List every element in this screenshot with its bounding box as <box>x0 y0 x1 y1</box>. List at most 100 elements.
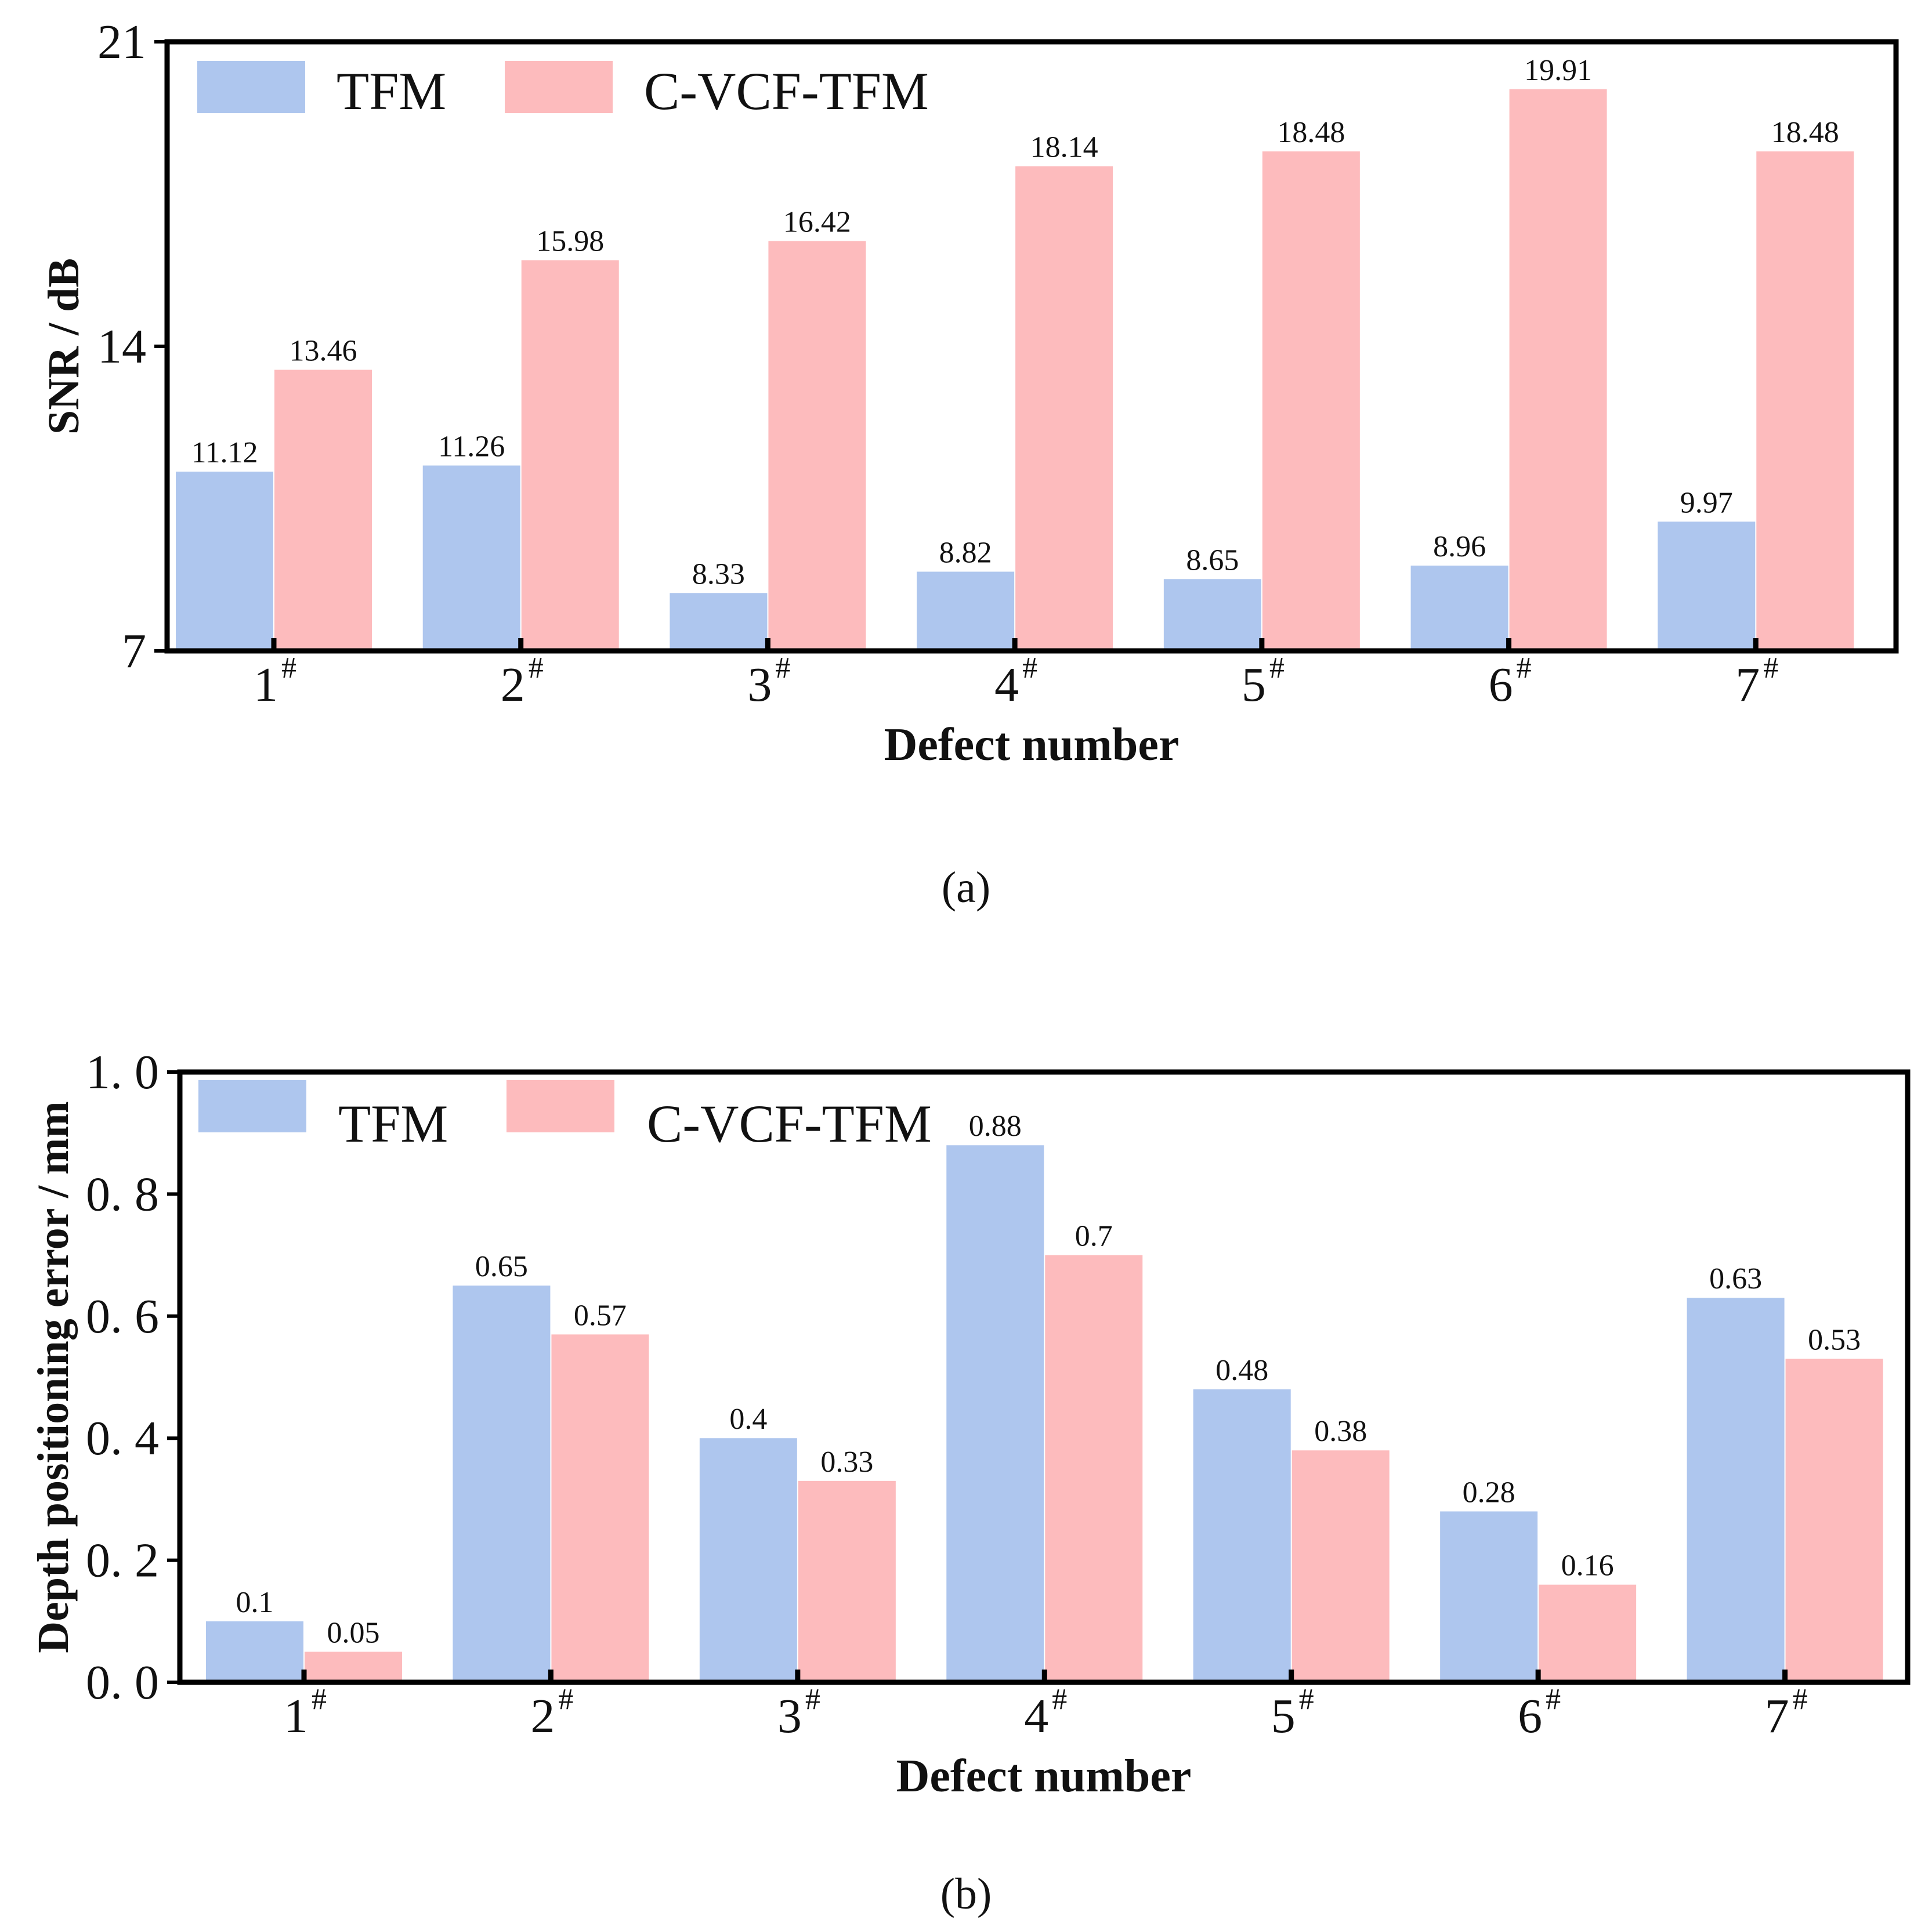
x-tick-superscript: # <box>558 1683 573 1716</box>
x-tick-label-6: 6 <box>1518 1689 1542 1743</box>
legend-label-tfm: TFM <box>338 1094 448 1153</box>
data-label-c-vcf-tfm-6: 19.91 <box>1524 54 1592 87</box>
bar-tfm-5 <box>1163 579 1261 651</box>
x-tick-superscript: # <box>805 1683 820 1716</box>
data-label-tfm-7: 9.97 <box>1680 486 1733 519</box>
data-label-c-vcf-tfm-6: 0.16 <box>1561 1549 1614 1583</box>
x-tick-label-5: 5 <box>1271 1689 1296 1743</box>
x-tick-label-1: 1 <box>254 658 278 712</box>
y-tick-label: 0. 2 <box>86 1534 159 1588</box>
bar-c-vcf-tfm-7 <box>1785 1359 1883 1682</box>
y-tick-label: 7 <box>122 624 146 678</box>
x-tick-label-5: 5 <box>1242 658 1266 712</box>
y-axis-title: SNR / dB <box>39 258 88 434</box>
bar-tfm-7 <box>1687 1298 1785 1682</box>
data-label-tfm-1: 0.1 <box>236 1586 274 1619</box>
data-label-c-vcf-tfm-1: 13.46 <box>290 335 357 368</box>
data-label-tfm-2: 11.26 <box>438 430 505 464</box>
chart-b: 0.1 0.65 0.4 0.88 0.48 0.28 0.63 0.05 0.57 0.33 0.… <box>29 1045 1911 1918</box>
bar-c-vcf-tfm-6 <box>1509 89 1607 651</box>
x-tick-label-4: 4 <box>1024 1689 1048 1743</box>
data-label-tfm-6: 8.96 <box>1433 530 1486 563</box>
y-tick-label: 21 <box>97 15 146 69</box>
x-tick-superscript: # <box>1546 1683 1561 1716</box>
x-tick-label-3: 3 <box>777 1689 802 1743</box>
bar-c-vcf-tfm-2 <box>521 260 619 651</box>
data-label-c-vcf-tfm-5: 18.48 <box>1277 116 1345 149</box>
data-label-c-vcf-tfm-7: 18.48 <box>1771 116 1839 149</box>
data-label-tfm-4: 0.88 <box>969 1110 1022 1143</box>
bar-c-vcf-tfm-7 <box>1756 151 1854 651</box>
bar-c-vcf-tfm-2 <box>551 1334 649 1682</box>
data-label-tfm-2: 0.65 <box>475 1250 528 1283</box>
x-tick-superscript: # <box>1517 651 1532 685</box>
bar-tfm-2 <box>422 465 520 651</box>
y-tick-label: 0. 6 <box>86 1290 159 1344</box>
bar-tfm-1 <box>206 1621 303 1682</box>
x-tick-superscript: # <box>281 651 296 685</box>
x-tick-label-4: 4 <box>994 658 1019 712</box>
bar-c-vcf-tfm-3 <box>798 1480 896 1682</box>
data-label-tfm-3: 0.4 <box>729 1403 767 1436</box>
bar-c-vcf-tfm-1 <box>305 1652 402 1682</box>
x-tick-label-7: 7 <box>1735 658 1760 712</box>
x-tick-label-6: 6 <box>1489 658 1513 712</box>
x-tick-superscript: # <box>529 651 544 685</box>
legend-label-tfm: TFM <box>337 61 446 121</box>
x-axis-title: Defect number <box>896 1751 1192 1802</box>
x-axis-title: Defect number <box>884 719 1180 770</box>
x-tick-label-1: 1 <box>284 1689 308 1743</box>
bar-c-vcf-tfm-4 <box>1015 166 1113 651</box>
legend-label-c-vcf-tfm: C-VCF-TFM <box>644 61 929 121</box>
bar-tfm-1 <box>176 472 273 651</box>
bar-tfm-7 <box>1658 522 1756 651</box>
chart-a: 11.12 11.26 8.33 8.82 8.65 8.96 9.97 13.46 15.98… <box>39 15 1899 912</box>
bar-c-vcf-tfm-4 <box>1045 1255 1143 1682</box>
data-label-c-vcf-tfm-1: 0.05 <box>327 1616 380 1649</box>
x-tick-superscript: # <box>1269 651 1285 685</box>
data-label-tfm-1: 11.12 <box>191 436 258 469</box>
legend-swatch-c-vcf-tfm <box>506 1080 614 1132</box>
bar-c-vcf-tfm-5 <box>1291 1450 1390 1682</box>
data-label-tfm-5: 8.65 <box>1186 544 1239 577</box>
x-tick-superscript: # <box>1299 1683 1314 1716</box>
bar-c-vcf-tfm-3 <box>768 241 866 651</box>
data-label-c-vcf-tfm-2: 0.57 <box>574 1299 627 1332</box>
data-label-tfm-7: 0.63 <box>1709 1262 1762 1295</box>
data-label-c-vcf-tfm-5: 0.38 <box>1314 1415 1367 1448</box>
bar-tfm-4 <box>917 571 1015 651</box>
bar-tfm-3 <box>670 593 768 651</box>
data-label-c-vcf-tfm-3: 0.33 <box>820 1446 873 1479</box>
data-label-tfm-6: 0.28 <box>1463 1476 1515 1509</box>
data-label-c-vcf-tfm-7: 0.53 <box>1808 1323 1861 1356</box>
x-tick-superscript: # <box>1052 1683 1067 1716</box>
panel-label: (a) <box>942 863 990 912</box>
bar-c-vcf-tfm-5 <box>1262 151 1360 651</box>
bar-tfm-6 <box>1440 1511 1538 1682</box>
legend-swatch-c-vcf-tfm <box>505 61 613 113</box>
x-tick-superscript: # <box>312 1683 327 1716</box>
x-tick-label-3: 3 <box>747 658 772 712</box>
bar-tfm-4 <box>946 1145 1044 1682</box>
legend-swatch-tfm <box>197 61 305 113</box>
bar-c-vcf-tfm-6 <box>1539 1584 1637 1682</box>
data-label-c-vcf-tfm-4: 0.7 <box>1075 1220 1113 1253</box>
y-tick-label: 0. 8 <box>86 1167 159 1221</box>
data-label-tfm-4: 8.82 <box>939 537 992 570</box>
bar-tfm-2 <box>453 1286 551 1682</box>
x-tick-label-7: 7 <box>1765 1689 1789 1743</box>
y-axis-title: Depth positioning error / mm <box>29 1101 78 1653</box>
y-tick-label: 1. 0 <box>86 1045 159 1099</box>
y-tick-label: 14 <box>97 320 146 374</box>
x-tick-superscript: # <box>1793 1683 1808 1716</box>
data-label-tfm-5: 0.48 <box>1215 1354 1268 1387</box>
x-tick-label-2: 2 <box>530 1689 555 1743</box>
legend-label-c-vcf-tfm: C-VCF-TFM <box>647 1094 932 1153</box>
x-tick-superscript: # <box>1763 651 1778 685</box>
x-tick-label-2: 2 <box>501 658 525 712</box>
y-tick-label: 0. 4 <box>86 1411 159 1465</box>
bar-c-vcf-tfm-1 <box>274 370 372 651</box>
data-label-c-vcf-tfm-2: 15.98 <box>536 225 604 258</box>
data-label-c-vcf-tfm-4: 18.14 <box>1030 131 1098 164</box>
panel-label: (b) <box>940 1870 992 1918</box>
